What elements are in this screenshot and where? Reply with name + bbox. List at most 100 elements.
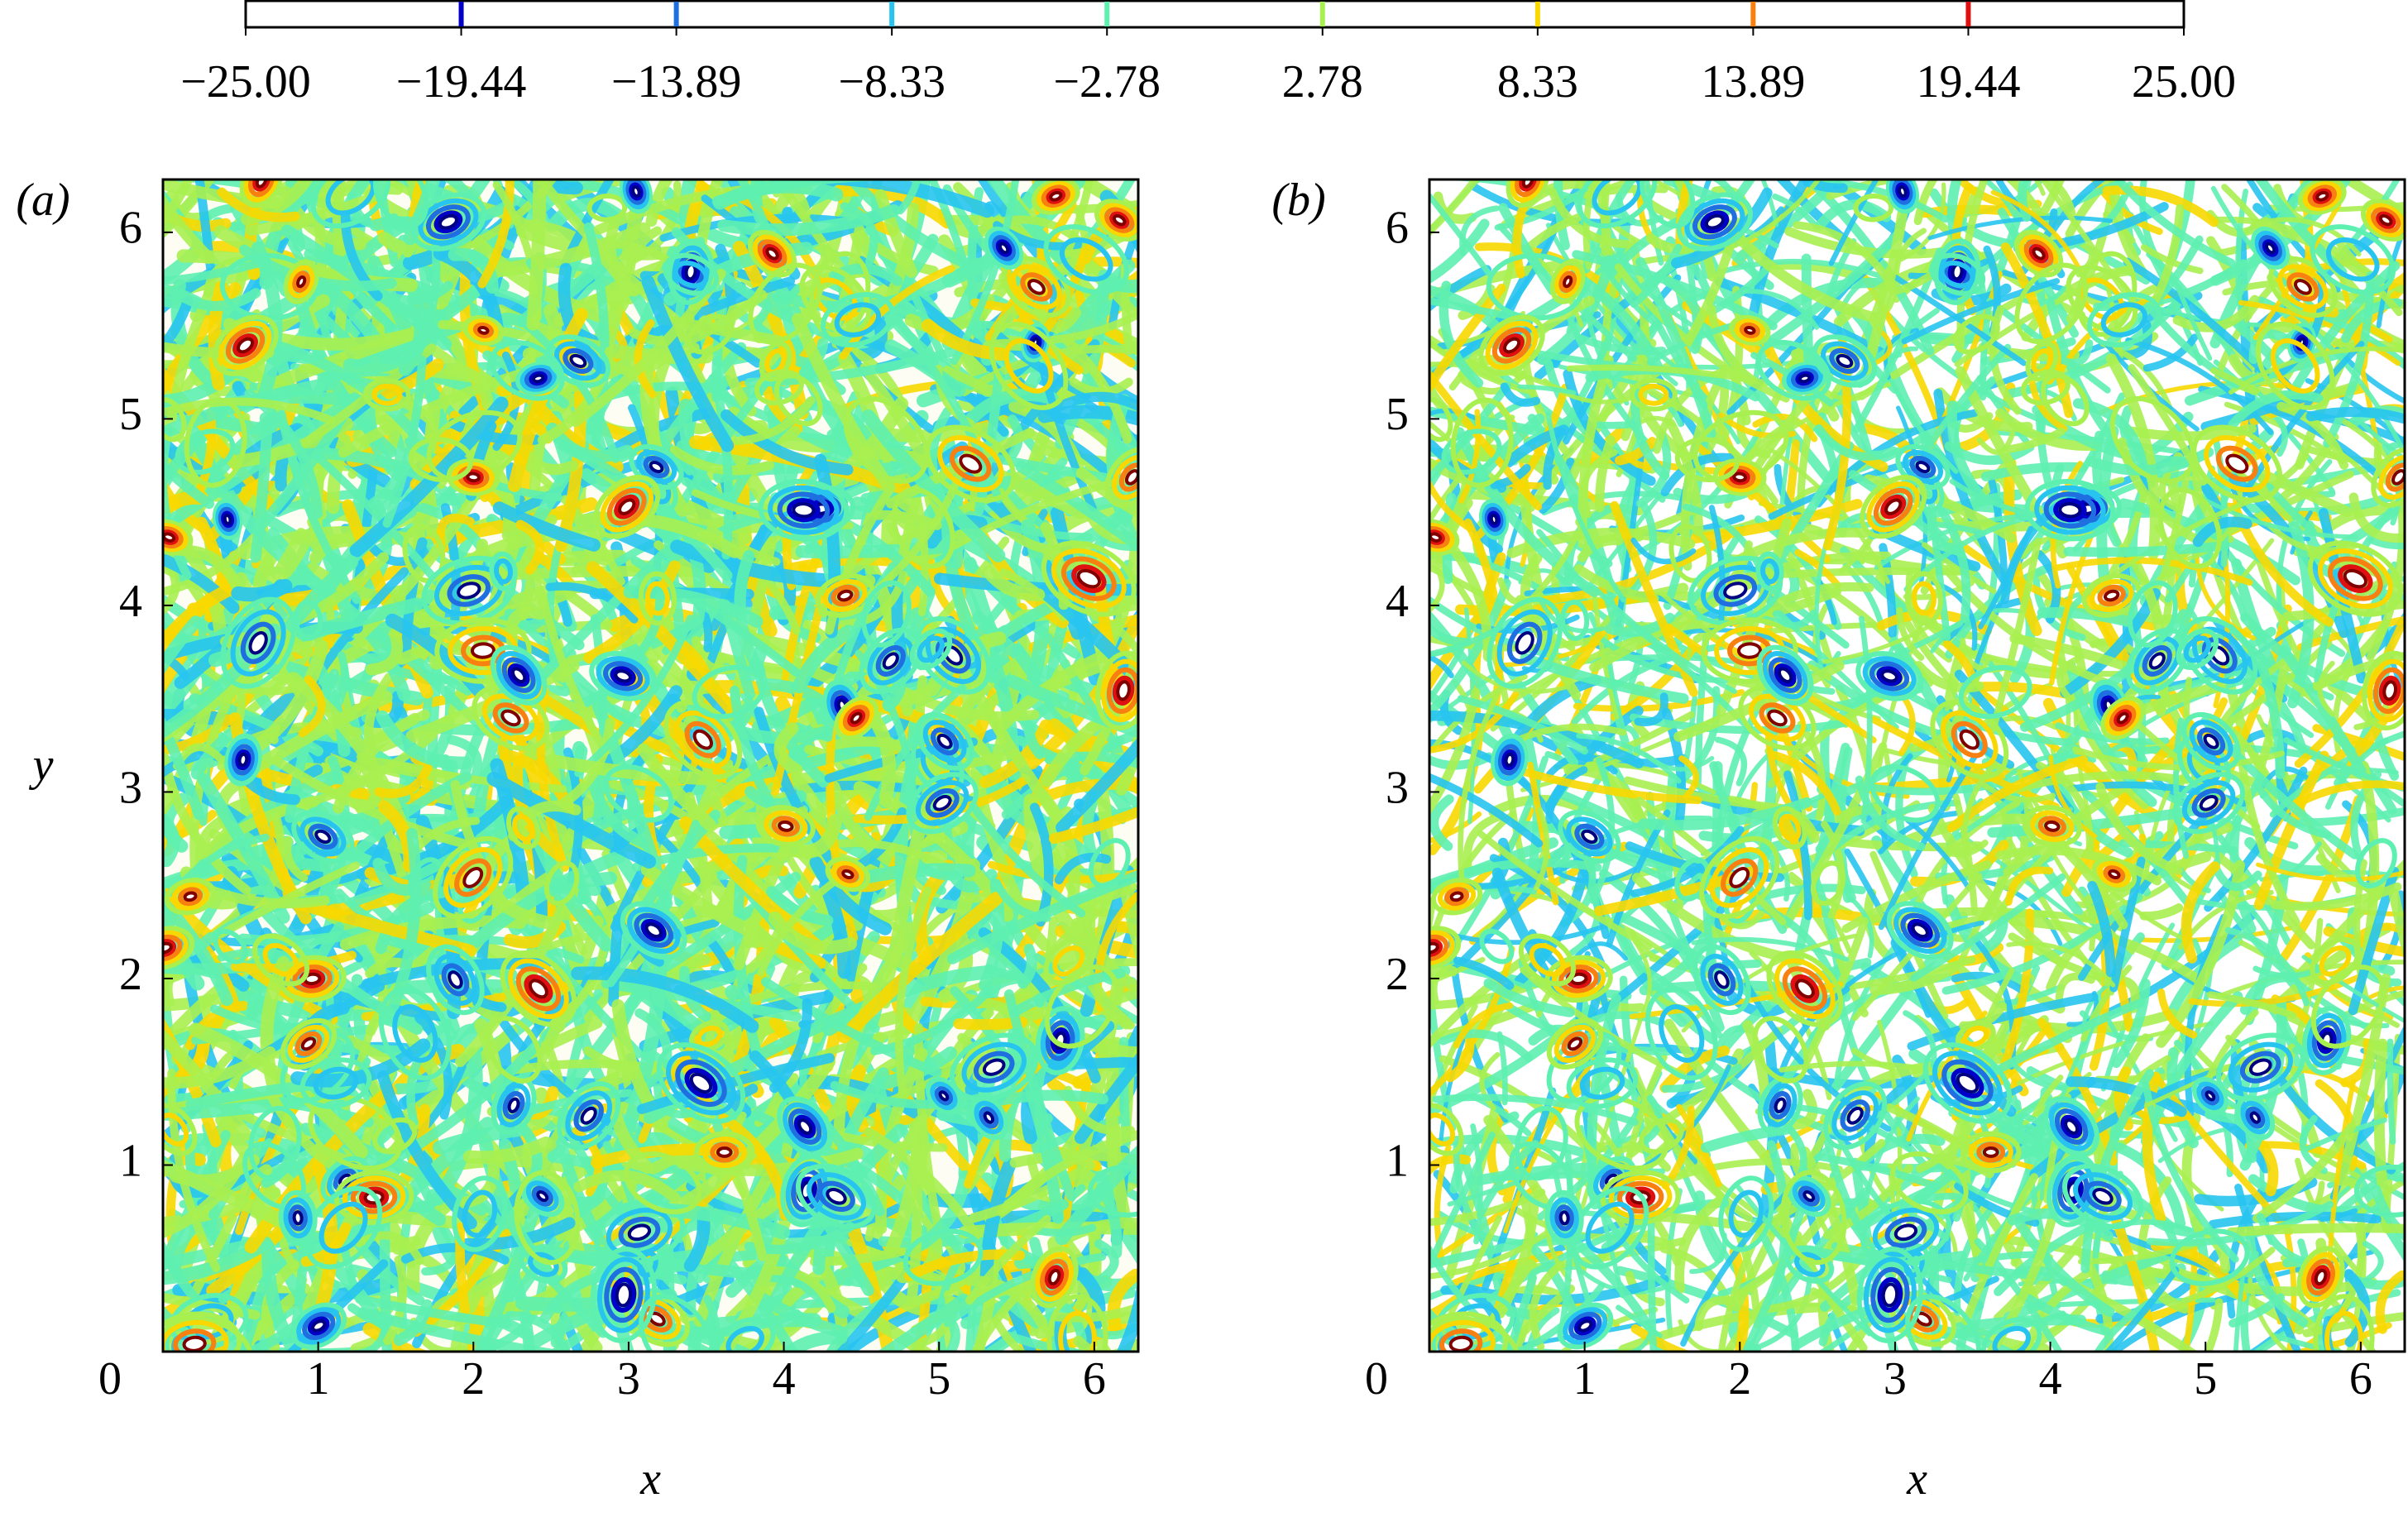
vortex-core — [1449, 891, 1464, 902]
vorticity-filament — [2139, 903, 2184, 921]
vortex-contour — [2189, 720, 2233, 763]
vortex-contour — [675, 1059, 727, 1108]
vortex-contour — [2066, 265, 2138, 333]
vortex-contour — [847, 709, 866, 727]
vortex-contour — [1718, 1175, 1774, 1252]
vorticity-filament — [1742, 289, 1820, 330]
vorticity-filament — [1515, 723, 1627, 743]
vortex-contour — [433, 835, 514, 920]
vortex-contour — [308, 823, 338, 850]
vortex-contour — [2354, 838, 2397, 888]
colorbar-tick-label: −13.89 — [611, 56, 742, 108]
vorticity-filament — [238, 691, 393, 781]
vortex-contour — [979, 1106, 999, 1129]
vortex-contour — [1479, 499, 1510, 540]
vortex-contour — [1980, 1317, 2042, 1352]
vorticity-filament — [1815, 1153, 1941, 1191]
vortex-contour — [825, 856, 871, 893]
vorticity-filament — [2087, 881, 2116, 978]
vorticity-filament — [1543, 427, 1567, 491]
vorticity-filament — [1577, 275, 1664, 373]
vorticity-filament — [1673, 660, 1845, 742]
vorticity-filament — [745, 924, 785, 974]
vortex-contour — [1629, 377, 1678, 412]
vorticity-filament — [1736, 411, 1771, 459]
vortex-contour — [2104, 700, 2141, 736]
vortex-core — [792, 502, 816, 519]
vortex-contour — [1585, 1201, 1635, 1254]
vorticity-filament — [2004, 866, 2054, 906]
vorticity-filament — [2160, 469, 2191, 580]
vortex-contour — [492, 702, 529, 734]
vortex-contour — [757, 239, 788, 268]
vorticity-filament — [1566, 364, 1770, 386]
vorticity-filament — [2228, 390, 2324, 429]
vorticity-filament — [1582, 179, 1637, 274]
vortex-contour — [2181, 711, 2241, 771]
vorticity-filament — [1529, 1261, 1565, 1351]
vortex-contour — [2103, 865, 2126, 883]
vorticity-filament — [163, 813, 180, 868]
vortex-contour — [989, 321, 1069, 410]
vortex-contour — [2043, 491, 2097, 529]
vorticity-filament — [1910, 873, 2066, 982]
vortex-contour — [638, 571, 677, 626]
vorticity-filament — [1429, 218, 1490, 284]
vortex-contour — [843, 395, 930, 484]
vortex-contour — [359, 1186, 390, 1209]
vortex-contour — [1895, 443, 1951, 491]
vortex-contour — [1450, 397, 1514, 488]
vorticity-filament — [406, 1193, 461, 1296]
vorticity-filament — [1870, 326, 1893, 367]
vortex-core — [2378, 214, 2393, 227]
vortex-contour — [452, 462, 495, 493]
vorticity-filament — [2132, 681, 2226, 718]
vorticity-filament — [2175, 284, 2213, 361]
vortex-contour — [1684, 198, 1745, 246]
vorticity-filament — [1501, 1284, 1576, 1352]
vorticity-filament — [2209, 367, 2261, 395]
vorticity-filament — [1429, 653, 1454, 678]
vortex-contour — [937, 435, 1004, 493]
vorticity-filament — [2254, 653, 2286, 779]
vortex-contour — [342, 1175, 406, 1220]
vortex-contour — [1869, 661, 1910, 692]
vortex-contour — [163, 930, 189, 966]
vortex-contour — [1941, 1059, 1994, 1108]
vortex-contour — [1573, 1316, 1597, 1336]
vortex-contour — [2313, 1294, 2375, 1352]
vortex-contour — [2191, 424, 2283, 503]
vorticity-filament — [1797, 720, 1826, 821]
vortex-contour — [620, 901, 687, 960]
vorticity-filament — [720, 409, 854, 476]
vortex-core — [1047, 1268, 1061, 1285]
vortex-contour — [815, 573, 875, 618]
vortex-contour — [313, 1066, 359, 1100]
vortex-contour — [553, 341, 602, 381]
vorticity-filament — [372, 857, 432, 896]
vorticity-filament — [1051, 391, 1138, 414]
vortex-contour — [838, 700, 874, 736]
vorticity-filament — [641, 275, 735, 452]
vortex-contour — [2030, 810, 2075, 843]
colorbar-tick-label: 13.89 — [1701, 56, 1805, 108]
vorticity-filament — [1745, 179, 1812, 339]
vorticity-filament — [2076, 1248, 2114, 1352]
vorticity-filament — [1107, 1268, 1138, 1336]
vorticity-filament — [768, 1123, 907, 1308]
vorticity-filament — [631, 591, 665, 663]
vorticity-filament — [634, 1008, 673, 1070]
vorticity-filament — [475, 222, 651, 280]
vortex-contour — [515, 966, 562, 1012]
vorticity-filament — [2056, 655, 2082, 703]
vorticity-filament — [2208, 1211, 2382, 1229]
vortex-contour — [2040, 373, 2090, 427]
vortex-contour — [1930, 700, 2009, 780]
vorticity-filament — [1592, 179, 1611, 256]
vortex-contour — [777, 491, 831, 529]
vorticity-filament — [1927, 803, 2067, 969]
vortex-contour — [372, 1117, 418, 1155]
vorticity-filament — [892, 682, 1040, 722]
vortex-contour — [922, 720, 967, 763]
vortex-contour — [1701, 617, 1798, 684]
